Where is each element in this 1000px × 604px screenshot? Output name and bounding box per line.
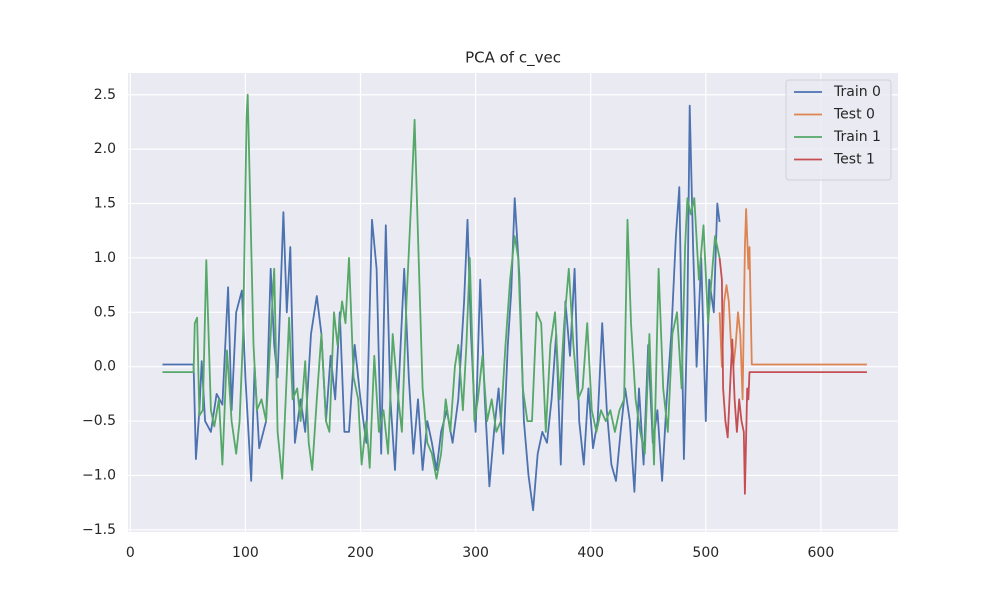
y-tick-label: 2.0 [94,141,116,157]
legend-label: Test 0 [833,107,875,123]
x-tick-label: 600 [808,545,835,561]
y-tick-label: −0.5 [82,413,116,429]
y-tick-label: −1.5 [82,522,116,538]
x-tick-label: 200 [347,545,374,561]
legend-box [785,79,892,181]
x-tick-label: 0 [126,545,135,561]
x-tick-label: 300 [462,545,489,561]
chart-title: PCA of c_vec [465,49,561,68]
y-tick-label: 2.5 [94,87,116,103]
x-tick-label: 400 [577,545,604,561]
legend: Train 0 Test 0 Train 1 Test 1 [785,79,892,181]
legend-label: Train 1 [833,129,881,145]
x-tick-label: 500 [692,545,719,561]
y-tick-label: 1.0 [94,250,116,266]
series-line [718,208,867,401]
legend-label: Test 1 [833,152,875,168]
series-line [162,93,721,480]
series-line [718,257,867,495]
legend-label: Train 0 [833,84,881,100]
x-tick-label: 100 [232,545,259,561]
y-tick-label: −1.0 [82,467,116,483]
y-tick-label: 0.0 [94,359,116,375]
lines [162,93,867,512]
series-line [162,104,721,512]
grid [128,73,898,532]
y-tick-label: 1.5 [94,196,116,212]
y-tick-label: 0.5 [94,304,116,320]
